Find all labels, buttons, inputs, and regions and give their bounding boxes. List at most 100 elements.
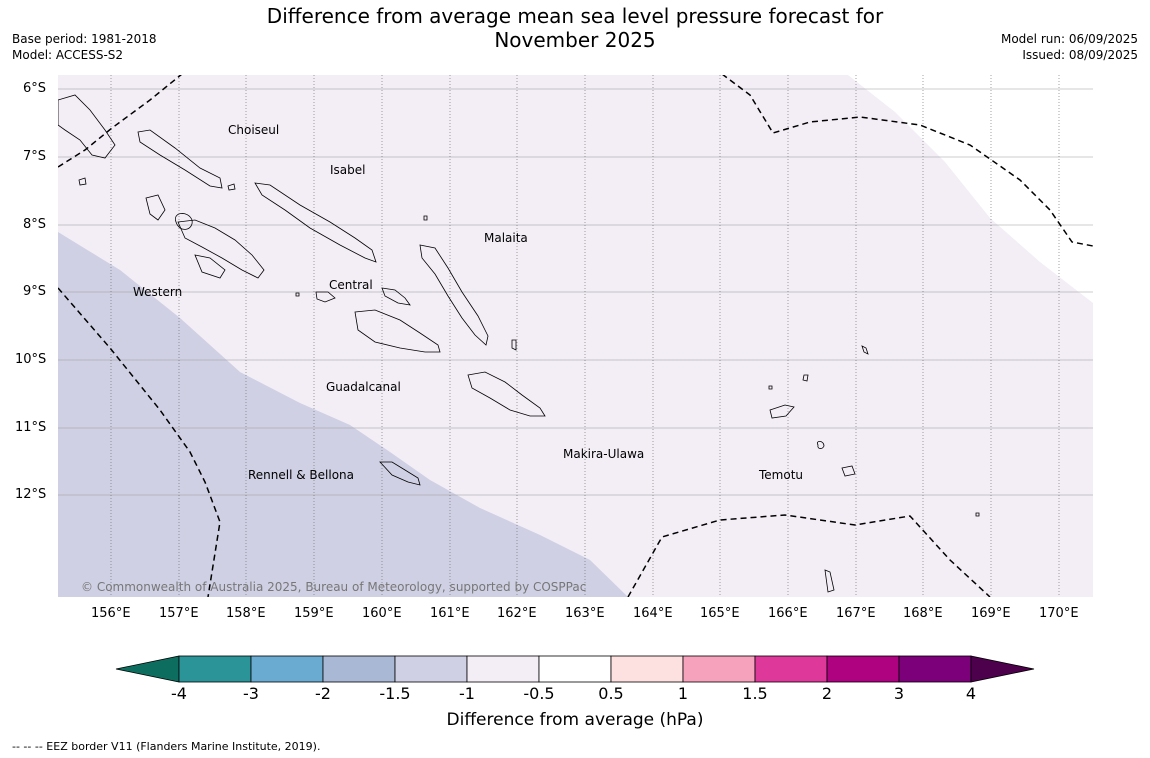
lat-label-7s: 7°S — [23, 149, 47, 164]
colorbar-tick-11: 3 — [893, 684, 905, 703]
copyright-notice: © Commonwealth of Australia 2025, Bureau… — [81, 580, 587, 594]
lon-label-156e: 156°E — [91, 606, 131, 621]
lon-label-165e: 165°E — [700, 606, 740, 621]
island-rendova — [194, 254, 226, 279]
island-new-georgia — [177, 219, 265, 279]
colorbar-tick-8: 1 — [677, 684, 689, 703]
colorbar-tick-4: -1.5 — [379, 684, 411, 703]
colorbar-tick-5: -1 — [459, 684, 475, 703]
colorbar-bin-4 — [394, 655, 468, 683]
lon-label-163e: 163°E — [565, 606, 605, 621]
lon-label-157e: 157°E — [159, 606, 199, 621]
lat-label-10s: 10°S — [15, 352, 47, 367]
colorbar-bin-11 — [898, 655, 972, 683]
lon-label-162e: 162°E — [497, 606, 537, 621]
lon-label-164e: 164°E — [633, 606, 673, 621]
colorbar-tick-12: 4 — [965, 684, 977, 703]
islands — [58, 94, 980, 593]
issued-date: Issued: 08/09/2025 — [1022, 48, 1138, 62]
place-choiseul: Choiseul — [228, 123, 280, 137]
island-small-1 — [295, 292, 300, 297]
lon-label-166e: 166°E — [768, 606, 808, 621]
colorbar-bin-8 — [682, 655, 756, 683]
colorbar-bin-7 — [610, 655, 684, 683]
meta-left: Base period: 1981-2018 Model: ACCESS-S2 — [12, 31, 157, 63]
lon-label-158e: 158°E — [226, 606, 266, 621]
place-rennell-bellona: Rennell & Bellona — [248, 468, 355, 482]
island-guadalcanal — [354, 309, 441, 353]
colorbar-tick-10: 2 — [821, 684, 833, 703]
lon-label-167e: 167°E — [836, 606, 876, 621]
lon-label-160e: 160°E — [362, 606, 402, 621]
lon-label-161e: 161°E — [430, 606, 470, 621]
island-makira — [467, 371, 546, 417]
meta-right: Model run: 06/09/2025 Issued: 08/09/2025 — [1001, 31, 1138, 63]
island-santa-cruz — [769, 404, 795, 419]
latitude-gridlines — [58, 88, 1093, 496]
eez-borders — [58, 75, 1093, 597]
colorbar-bin-10 — [826, 655, 900, 683]
lat-label-8s: 8°S — [23, 217, 47, 232]
island-vanikoro — [841, 465, 856, 477]
island-isabel — [254, 182, 377, 263]
anomaly-region-white — [848, 75, 1093, 303]
place-western: Western — [133, 285, 183, 299]
colorbar-bin-5 — [466, 655, 540, 683]
island-small-4 — [861, 345, 869, 355]
base-period: Base period: 1981-2018 — [12, 32, 157, 46]
anomaly-region-lavender — [58, 232, 628, 597]
island-bougainville — [58, 94, 116, 159]
island-vella — [145, 194, 166, 221]
lat-label-11s: 11°S — [15, 420, 47, 435]
lat-label-12s: 12°S — [15, 487, 47, 502]
title-line-2: November 2025 — [494, 28, 656, 52]
colorbar-tick-7: 0.5 — [598, 684, 624, 703]
lon-label-170e: 170°E — [1039, 606, 1079, 621]
colorbar-tick-9: 1.5 — [742, 684, 768, 703]
colorbar — [115, 655, 1035, 683]
colorbar-tick-3: -2 — [315, 684, 331, 703]
place-central: Central — [329, 278, 373, 292]
island-small-3 — [802, 374, 809, 382]
colorbar-extend-high — [970, 655, 1035, 683]
place-guadalcanal: Guadalcanal — [326, 380, 401, 394]
eez-footnote: -- -- -- EEZ border V11 (Flanders Marine… — [12, 740, 321, 753]
lon-label-168e: 168°E — [903, 606, 943, 621]
place-malaita: Malaita — [484, 231, 528, 245]
title-line-1: Difference from average mean sea level p… — [266, 4, 884, 28]
colorbar-bin-1 — [178, 655, 252, 683]
colorbar-tick-6: -0.5 — [523, 684, 555, 703]
colorbar-title: Difference from average (hPa) — [446, 710, 704, 730]
lat-label-9s: 9°S — [23, 284, 47, 299]
island-small-8 — [78, 177, 87, 186]
island-utupua — [817, 440, 825, 449]
colorbar-extend-low — [115, 655, 180, 683]
island-small-2 — [511, 339, 517, 351]
island-russell — [315, 291, 336, 303]
place-temotu: Temotu — [759, 468, 804, 482]
colorbar-tick-2: -3 — [243, 684, 259, 703]
place-makira-ulawa: Makira-Ulawa — [563, 447, 645, 461]
island-anuta — [824, 569, 835, 593]
island-kolombangara — [174, 213, 193, 230]
island-choiseul — [137, 129, 223, 189]
place-isabel: Isabel — [330, 163, 366, 177]
chart-title: Difference from average mean sea level p… — [200, 4, 950, 52]
island-florida — [381, 287, 411, 306]
model-run: Model run: 06/09/2025 — [1000, 32, 1138, 46]
lat-label-6s: 6°S — [23, 81, 47, 96]
colorbar-bin-3 — [322, 655, 396, 683]
island-small-5 — [423, 215, 428, 221]
colorbar-bin-9 — [754, 655, 828, 683]
colorbar-bin-6 — [538, 655, 612, 683]
model-name: Model: ACCESS-S2 — [12, 48, 124, 62]
lon-label-159e: 159°E — [294, 606, 334, 621]
island-rennell — [379, 461, 421, 486]
colorbar-tick-1: -4 — [171, 684, 187, 703]
island-small-7 — [975, 512, 980, 517]
island-malaita — [419, 244, 489, 346]
island-small-9 — [227, 183, 236, 191]
lon-label-169e: 169°E — [971, 606, 1011, 621]
island-small-6 — [768, 385, 773, 390]
